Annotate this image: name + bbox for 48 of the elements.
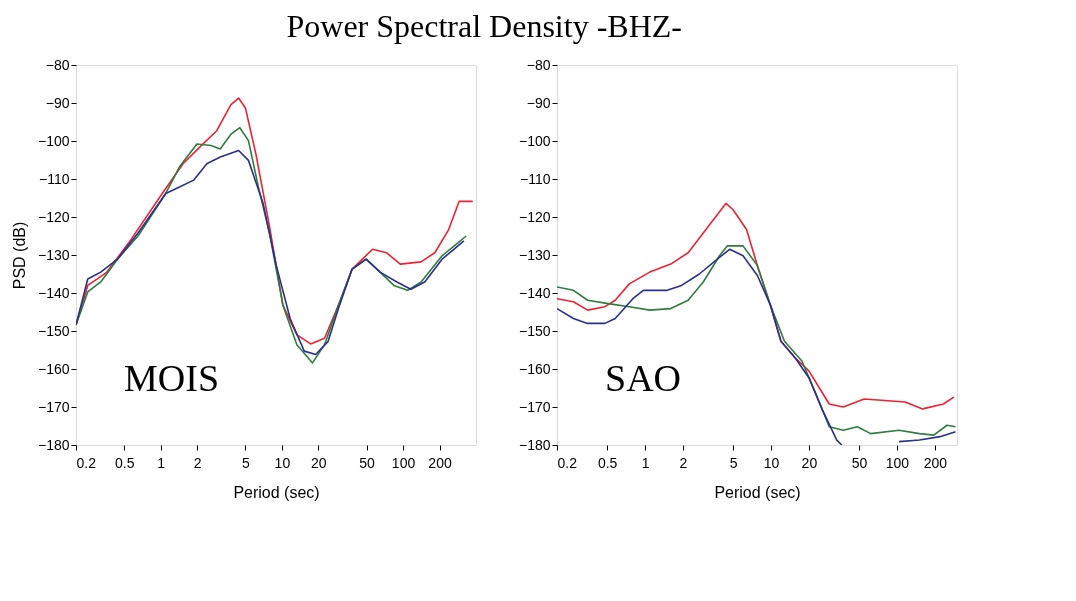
y-tick-label: −80 — [45, 56, 70, 73]
y-tick-label: −140 — [37, 284, 70, 301]
x-tick-label: 10 — [763, 454, 780, 471]
annotation: SAO — [605, 357, 682, 400]
y-tick-label: −150 — [37, 322, 70, 339]
x-tick-label: 200 — [923, 454, 948, 471]
y-tick-label: −110 — [39, 170, 70, 187]
y-tick-label: −110 — [520, 170, 551, 187]
y-tick-label: −170 — [37, 398, 70, 415]
y-tick-label: −80 — [526, 56, 551, 73]
x-tick-label: 50 — [359, 454, 376, 471]
y-tick-label: −130 — [518, 246, 551, 263]
annotation: MOIS — [124, 357, 220, 400]
x-tick-label: 0.2 — [76, 454, 97, 471]
y-tick-label: −100 — [518, 132, 551, 149]
x-tick-label: 50 — [851, 454, 868, 471]
y-tick-label: −150 — [518, 322, 551, 339]
y-tick-label: −130 — [37, 246, 70, 263]
y-tick-label: −160 — [37, 360, 70, 377]
x-axis-title: Period (sec) — [233, 483, 320, 501]
x-tick-label: 2 — [679, 454, 688, 471]
x-tick-label: 10 — [274, 454, 291, 471]
x-axis-title: Period (sec) — [714, 483, 801, 501]
y-tick-label: −160 — [518, 360, 551, 377]
y-tick-label: −100 — [37, 132, 70, 149]
x-tick-label: 20 — [311, 454, 327, 471]
y-tick-label: −120 — [518, 208, 551, 225]
x-tick-label: 100 — [885, 454, 910, 471]
y-tick-label: −170 — [518, 398, 551, 415]
chart-title: Power Spectral Density -BHZ- — [286, 7, 682, 44]
y-tick-label: −180 — [37, 436, 70, 453]
y-tick-label: −90 — [526, 94, 551, 111]
x-tick-label: 1 — [641, 454, 650, 471]
x-tick-label: 200 — [428, 454, 452, 471]
x-tick-label: 1 — [157, 454, 166, 471]
x-tick-label: 0.5 — [597, 454, 618, 471]
x-tick-label: 20 — [801, 454, 818, 471]
x-tick-label: 100 — [391, 454, 416, 471]
y-tick-label: −180 — [518, 436, 551, 453]
y-tick-label: −140 — [518, 284, 551, 301]
y-tick-label: −90 — [45, 94, 70, 111]
x-tick-label: 2 — [193, 454, 202, 471]
x-tick-label: 0.2 — [557, 454, 578, 471]
y-axis-title: PSD (dB) — [10, 221, 28, 290]
x-tick-label: 0.5 — [114, 454, 135, 471]
x-tick-label: 5 — [242, 454, 250, 471]
y-tick-label: −120 — [37, 208, 70, 225]
x-tick-label: 5 — [729, 454, 738, 471]
